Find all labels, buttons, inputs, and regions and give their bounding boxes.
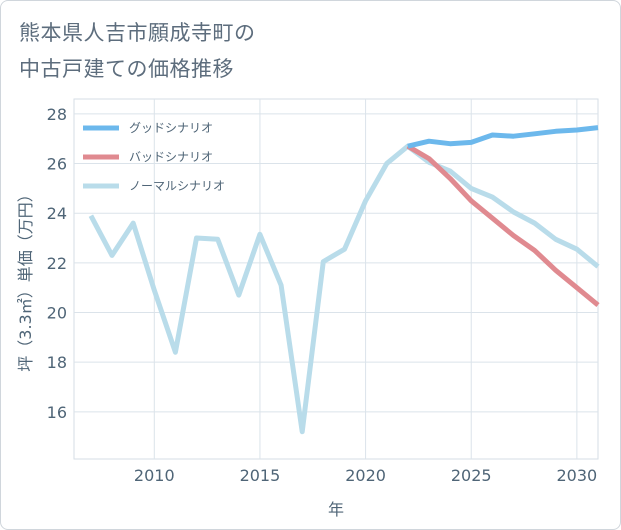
legend-label: グッドシナリオ xyxy=(129,121,213,135)
y-tick-label: 24 xyxy=(47,204,67,223)
chart-title-line2: 中古戸建ての価格推移 xyxy=(19,57,234,81)
x-tick-label: 2025 xyxy=(451,466,492,485)
chart-title: 熊本県人吉市願成寺町の 中古戸建ての価格推移 xyxy=(19,15,359,87)
x-tick-label: 2010 xyxy=(134,466,175,485)
y-tick-label: 28 xyxy=(47,105,67,124)
chart-title-line1: 熊本県人吉市願成寺町の xyxy=(19,21,256,45)
x-tick-label: 2020 xyxy=(345,466,386,485)
y-tick-label: 22 xyxy=(47,254,67,273)
series-line-good xyxy=(407,125,599,149)
x-tick-label: 2015 xyxy=(240,466,281,485)
legend-label: バッドシナリオ xyxy=(129,150,213,164)
series-line-bad xyxy=(406,144,600,308)
x-tick-label: 2030 xyxy=(557,466,598,485)
series-line-normal xyxy=(88,143,600,435)
y-tick-label: 20 xyxy=(47,304,67,323)
y-tick-label: 16 xyxy=(47,403,67,422)
y-axis-label: 坪（3.3㎡）単価（万円） xyxy=(16,186,35,371)
y-tick-label: 26 xyxy=(47,155,67,174)
axis-ticks: 16 18 20 22 24 26 28 2010 2015 2020 2025 2030 xyxy=(47,105,598,485)
series-lines xyxy=(88,125,600,435)
x-axis-label: 年 xyxy=(328,500,344,519)
plot-frame xyxy=(73,98,599,460)
legend-label: ノーマルシナリオ xyxy=(129,179,225,193)
y-tick-label: 18 xyxy=(47,353,67,372)
grid xyxy=(73,98,599,460)
